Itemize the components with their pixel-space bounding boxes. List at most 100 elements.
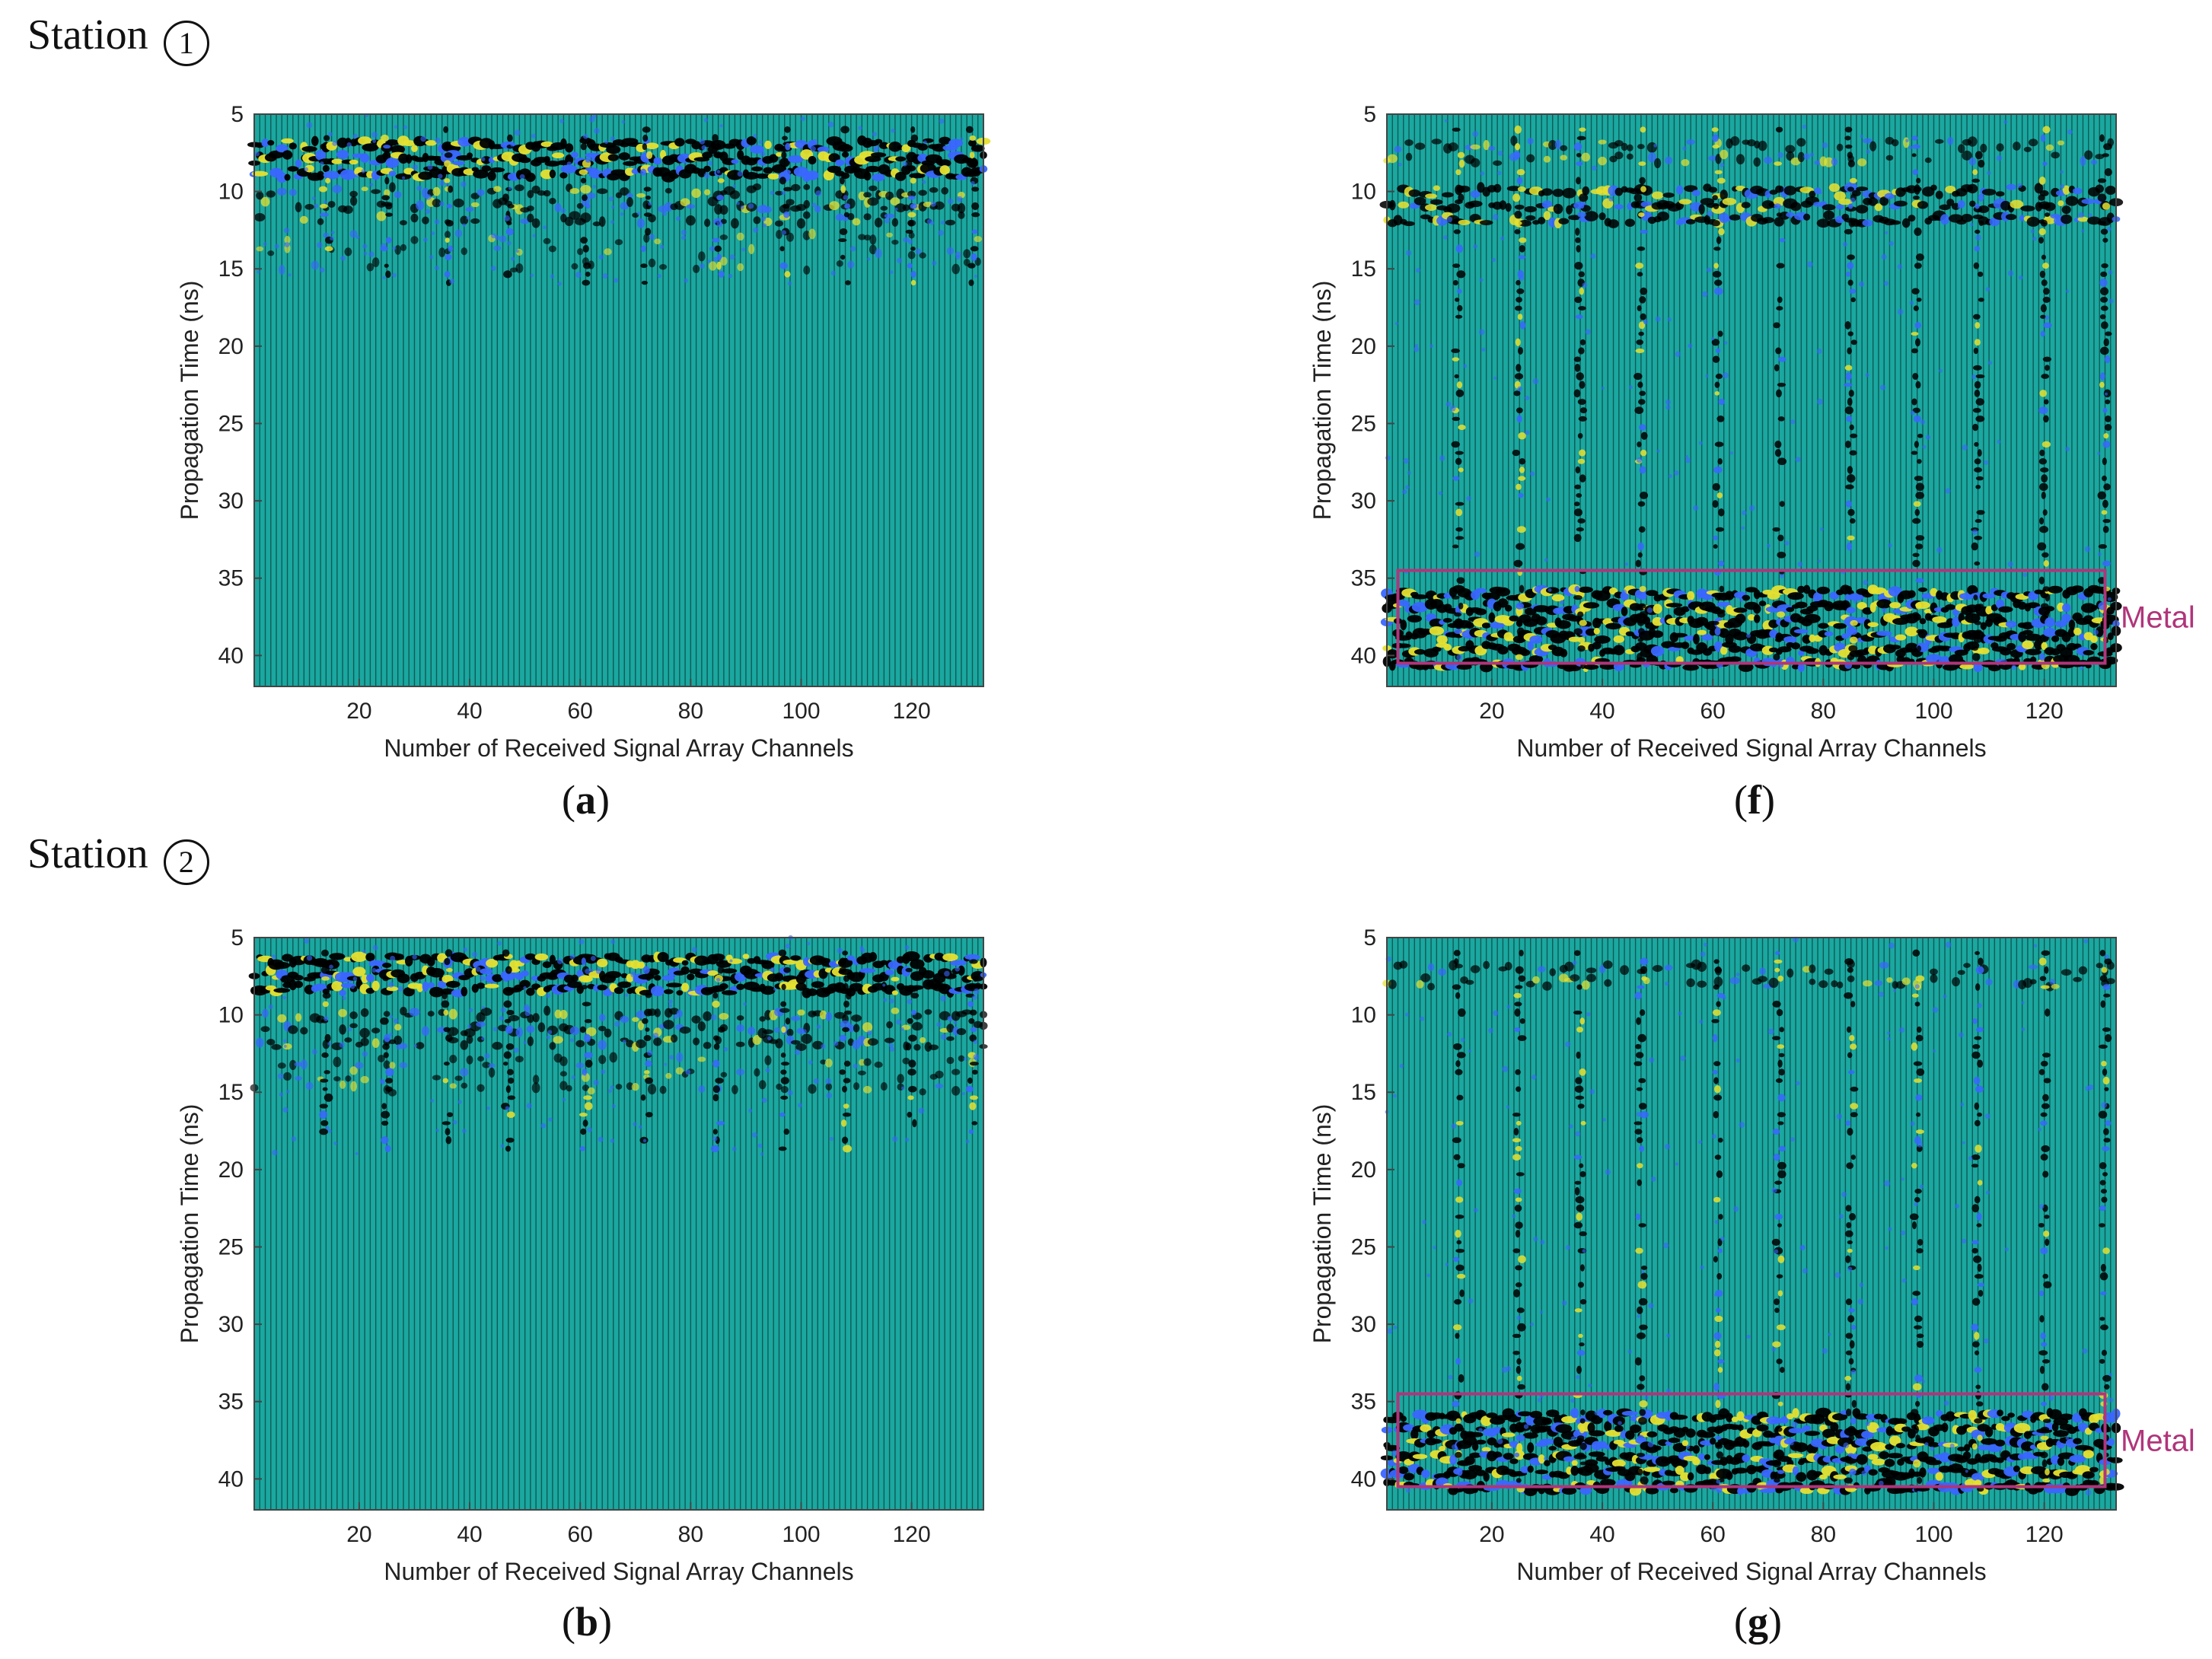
noise-mark <box>439 201 445 207</box>
reflection-mark <box>1518 219 1532 227</box>
reflection-mark <box>775 190 783 196</box>
noise-mark <box>427 164 433 170</box>
streak-mark <box>506 221 512 226</box>
noise-mark <box>306 122 313 129</box>
noise-mark <box>515 250 519 253</box>
reflection-mark <box>720 218 727 224</box>
reflection-mark <box>1874 203 1883 212</box>
reflection-mark <box>592 221 601 227</box>
reflection-mark <box>643 234 650 243</box>
noise-mark <box>858 126 862 130</box>
reflection-mark <box>918 189 927 196</box>
streak-mark <box>905 229 913 234</box>
noise-mark <box>956 196 963 202</box>
reflection-mark <box>1465 979 1474 986</box>
reflection-mark <box>767 173 779 180</box>
reflection-mark <box>1930 968 1938 976</box>
reflection-mark <box>1962 150 1972 161</box>
streak-mark <box>907 219 914 227</box>
reflection-mark <box>1847 975 1855 982</box>
reflection-mark <box>1687 591 1695 601</box>
streak-mark <box>905 159 913 168</box>
reflection-mark <box>2105 185 2116 196</box>
reflection-mark <box>1400 1415 1407 1422</box>
reflection-mark <box>1957 144 1965 154</box>
noise-mark <box>340 255 346 261</box>
noise-mark <box>747 203 754 209</box>
reflection-mark <box>919 252 926 259</box>
noise-mark <box>317 242 323 248</box>
reflection-mark <box>1425 204 1438 212</box>
reflection-mark <box>400 244 407 251</box>
reflection-mark <box>1465 622 1474 629</box>
reflection-group <box>247 113 991 286</box>
reflection-mark <box>847 260 855 269</box>
reflection-mark <box>895 156 907 162</box>
reflection-mark <box>1676 185 1684 195</box>
reflection-mark <box>1720 189 1728 201</box>
reflection-mark <box>1756 1424 1769 1432</box>
streak-mark <box>971 186 980 192</box>
reflection-mark <box>1816 218 1831 228</box>
reflection-mark <box>1809 190 1816 198</box>
reflection-mark <box>1407 615 1422 623</box>
reflection-mark <box>256 191 264 200</box>
streak-mark <box>779 246 785 252</box>
noise-mark <box>330 231 335 234</box>
reflection-mark <box>828 153 840 163</box>
reflection-mark <box>1593 628 1600 635</box>
noise-mark <box>830 270 836 276</box>
streak-mark <box>718 270 725 278</box>
noise-mark <box>369 183 374 187</box>
reflection-mark <box>518 157 531 164</box>
reflection-mark <box>870 152 887 158</box>
reflection-mark <box>796 218 806 229</box>
reflection-mark <box>1901 218 1911 228</box>
streak-mark <box>444 152 453 158</box>
reflection-mark <box>1786 151 1795 161</box>
noise-mark <box>532 234 536 237</box>
reflection-mark <box>1656 211 1670 221</box>
reflection-mark <box>929 187 939 193</box>
reflection-mark <box>1924 157 1932 164</box>
reflection-mark <box>565 143 574 153</box>
reflection-mark <box>1604 979 1612 987</box>
reflection-mark <box>552 152 565 159</box>
streak-mark <box>507 203 515 209</box>
reflection-mark <box>829 201 840 211</box>
reflection-mark <box>1441 192 1454 198</box>
reflection-mark <box>598 216 606 228</box>
reflection-mark <box>1742 1440 1750 1448</box>
reflection-mark <box>1758 140 1767 151</box>
reflection-mark <box>1497 598 1509 608</box>
reflection-mark <box>1741 202 1751 209</box>
noise-mark <box>566 161 572 167</box>
reflection-mark <box>1414 142 1426 150</box>
reflection-mark <box>1553 203 1563 215</box>
reflection-mark <box>343 205 353 215</box>
reflection-mark <box>1647 152 1656 163</box>
noise-mark <box>932 260 937 266</box>
reflection-mark <box>748 244 755 255</box>
reflection-mark <box>1794 1442 1809 1452</box>
reflection-mark <box>1470 144 1481 150</box>
reflection-mark <box>1562 187 1576 199</box>
reflection-mark <box>1614 187 1624 196</box>
reflection-mark <box>1470 190 1481 198</box>
streak-mark <box>717 178 725 183</box>
noise-mark <box>716 170 721 174</box>
noise-mark <box>602 273 608 279</box>
reflection-mark <box>2010 199 2024 209</box>
reflection-mark <box>946 247 955 255</box>
reflection-mark <box>1941 1422 1949 1433</box>
reflection-mark <box>1504 961 1512 971</box>
reflection-mark <box>1978 205 1990 213</box>
reflection-mark <box>515 184 524 192</box>
reflection-mark <box>1834 191 1846 201</box>
streak-mark <box>320 203 328 209</box>
reflection-mark <box>1479 220 1493 225</box>
reflection-mark <box>425 140 437 146</box>
station-1-text: Station <box>27 11 148 59</box>
noise-mark <box>288 273 292 277</box>
